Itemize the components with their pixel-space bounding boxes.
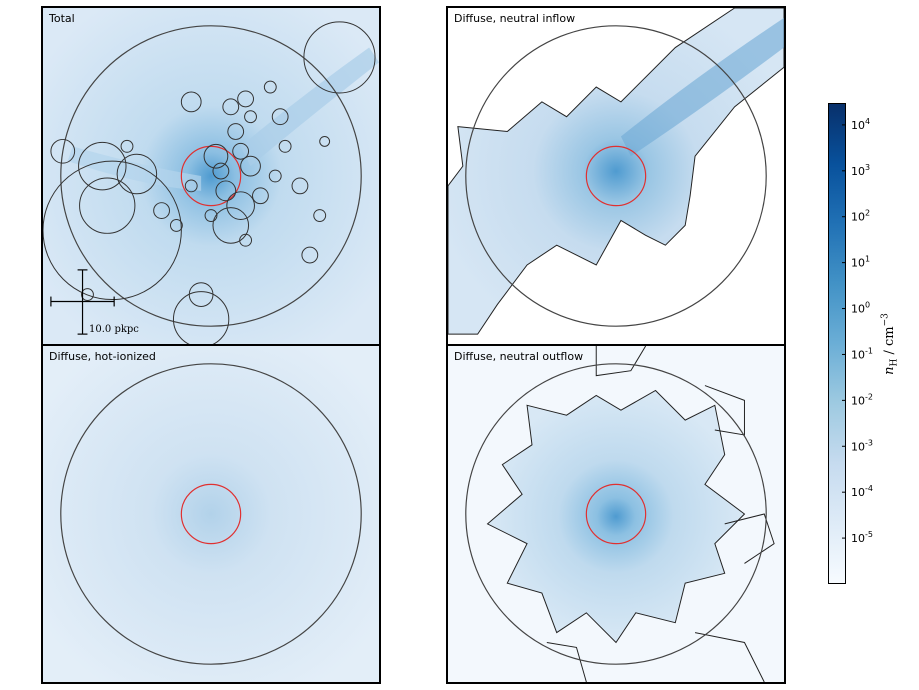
halo-circle xyxy=(237,90,254,108)
halo-circle xyxy=(203,143,229,169)
halo-circle xyxy=(172,291,230,344)
inner-circle-hot xyxy=(180,483,242,545)
panel-title-inflow: Diffuse, neutral inflow xyxy=(454,12,576,25)
halo-circle xyxy=(120,139,134,153)
colorbar xyxy=(828,103,846,584)
density-map-hot xyxy=(43,346,379,682)
halo-circle xyxy=(188,282,214,307)
outflow-contour xyxy=(724,513,775,564)
halo-circle xyxy=(169,218,183,232)
colorbar-tick-label: 10-1 xyxy=(851,346,873,361)
halo-circle xyxy=(271,108,289,126)
colorbar-tick-label: 101 xyxy=(851,255,870,270)
inner-circle-total xyxy=(180,145,242,207)
outflow-contour xyxy=(595,346,647,377)
scale-bar xyxy=(50,269,115,335)
inner-circle-inflow xyxy=(585,145,647,207)
colorbar-tick-label: 102 xyxy=(851,209,870,224)
halo-circle xyxy=(278,139,292,153)
colorbar-tick-label: 104 xyxy=(851,117,870,132)
outflow-region xyxy=(486,389,746,644)
halo-circle xyxy=(222,98,240,116)
colorbar-tick-label: 103 xyxy=(851,163,870,178)
halo-circle xyxy=(50,138,76,164)
panel-hot-ionized: Diffuse, hot-ionized xyxy=(41,344,381,684)
colorbar-ticks: 10-5 10-4 10-3 10-2 10-1 100 101 102 103 104 xyxy=(828,103,898,584)
halo-circle xyxy=(79,177,136,234)
halo-circle xyxy=(291,177,309,195)
background-hot xyxy=(43,346,379,682)
halo-circle xyxy=(43,160,182,301)
colorbar-tick-label: 10-5 xyxy=(851,530,873,545)
halo-circle xyxy=(313,209,327,222)
outflow-contour xyxy=(704,385,745,436)
halo-circle xyxy=(303,21,376,94)
halo-circle xyxy=(227,123,245,140)
halo-circle xyxy=(212,162,230,180)
panel-title-total: Total xyxy=(49,12,75,25)
halo-circles xyxy=(43,21,376,344)
halo-circle xyxy=(252,187,269,205)
colorbar-tick-label: 10-4 xyxy=(851,484,873,499)
colorbar-tick-label: 10-2 xyxy=(851,392,873,407)
inner-circle-outflow xyxy=(585,483,647,545)
halo-circle xyxy=(215,180,237,202)
halo-circle xyxy=(319,135,331,147)
virial-circle-hot xyxy=(60,363,362,665)
density-map-total xyxy=(43,8,379,344)
scale-bar-label: 10.0 pkpc xyxy=(89,324,139,335)
halo-circle xyxy=(239,233,253,247)
panel-outflow: Diffuse, neutral outflow xyxy=(446,344,786,684)
panel-total: Total 10.0 pkpc xyxy=(41,6,381,346)
colorbar-label: nH / cm−3 xyxy=(880,313,900,375)
outflow-contour xyxy=(694,632,765,682)
colorbar-tick-label: 10-3 xyxy=(851,438,873,453)
halo-circle xyxy=(240,155,261,177)
density-map-inflow xyxy=(448,8,784,344)
outflow-contour xyxy=(546,641,587,682)
inflow-filament xyxy=(620,17,784,157)
halo-circle xyxy=(180,91,202,113)
virial-circle-inflow xyxy=(465,25,767,327)
halo-circle xyxy=(153,202,170,219)
halo-circle xyxy=(184,179,198,193)
halo-circle xyxy=(81,288,94,302)
halo-circle xyxy=(244,110,257,124)
filament-total xyxy=(240,47,379,167)
virial-circle-total xyxy=(60,25,362,327)
halo-circle xyxy=(116,153,158,195)
halo-circle xyxy=(212,207,250,244)
density-map-outflow xyxy=(448,346,784,682)
panel-title-outflow: Diffuse, neutral outflow xyxy=(454,350,584,363)
halo-circle xyxy=(204,209,218,222)
colorbar-tick-label: 100 xyxy=(851,301,870,316)
panel-title-hot: Diffuse, hot-ionized xyxy=(49,350,156,363)
filament-total xyxy=(67,146,202,191)
halo-circle xyxy=(78,141,127,191)
halo-circle xyxy=(232,142,250,160)
virial-circle-outflow xyxy=(465,363,767,665)
halo-circle xyxy=(263,80,277,94)
halo-circle xyxy=(268,169,282,183)
halo-circle xyxy=(301,246,319,264)
panel-inflow: Diffuse, neutral inflow xyxy=(446,6,786,346)
halo-circle xyxy=(226,191,255,220)
